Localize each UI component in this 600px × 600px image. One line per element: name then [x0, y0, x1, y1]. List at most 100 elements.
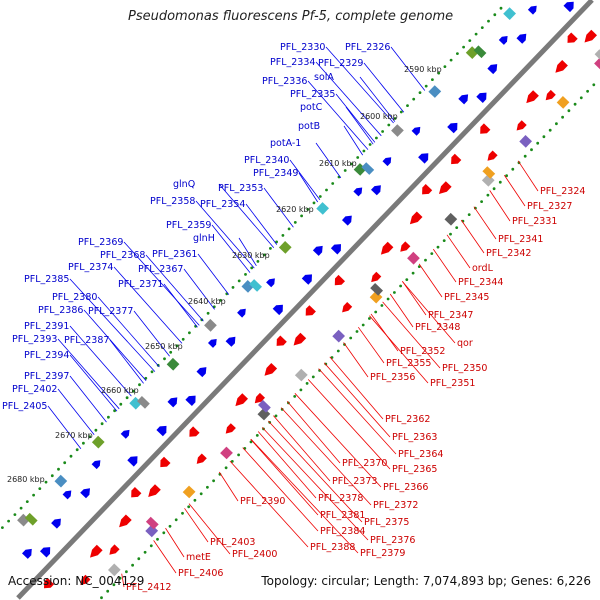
- forward-gene-arrow: [127, 456, 138, 467]
- tick-dot: [356, 156, 360, 159]
- tick-dot: [138, 383, 141, 387]
- forward-gene-arrow: [208, 339, 217, 348]
- forward-gene-arrow: [185, 395, 196, 406]
- tick-label: 2650 kbp: [145, 342, 183, 351]
- gene-label: metE: [186, 552, 211, 563]
- reverse-gene-arrow: [196, 453, 207, 464]
- label-leader: [218, 183, 275, 248]
- gene-label: PFL_2351: [430, 378, 475, 389]
- tick-dot: [449, 58, 453, 62]
- tick-dot: [38, 487, 42, 490]
- tick-dot: [299, 388, 303, 392]
- tick-dot: [387, 123, 391, 127]
- tick-dot: [244, 273, 247, 276]
- label-leader: [229, 460, 309, 548]
- gene-label: PFL_2372: [373, 500, 418, 511]
- feature-block: [249, 279, 262, 292]
- tick-label: 2610 kbp: [319, 159, 357, 168]
- tick-dot: [287, 227, 291, 231]
- reverse-gene-arrow: [516, 120, 527, 131]
- gene-label: PFL_2356: [370, 372, 415, 383]
- forward-gene-arrow: [237, 308, 246, 318]
- tick-dot: [181, 337, 185, 341]
- forward-gene-arrow: [266, 278, 275, 288]
- label-leader: [257, 431, 317, 499]
- gene-label: PFL_2397: [24, 371, 69, 382]
- tick-dot: [112, 583, 116, 587]
- feature-block: [594, 49, 600, 60]
- feature-block: [361, 162, 375, 175]
- reverse-gene-arrow: [439, 181, 452, 194]
- tick-dot: [237, 453, 241, 457]
- gene-label: PFL_2371: [118, 279, 163, 290]
- gene-label: ordL: [472, 263, 494, 274]
- forward-gene-arrow: [447, 122, 458, 134]
- gene-label: glnQ: [173, 179, 195, 190]
- tick-dot: [443, 65, 447, 68]
- label-leaders: [47, 46, 539, 588]
- feature-block: [17, 513, 30, 527]
- tick-dot: [474, 32, 478, 36]
- reverse-gene-arrow: [160, 456, 171, 468]
- label-leader: [183, 268, 215, 310]
- forward-gene-arrow: [563, 1, 574, 13]
- label-leader: [307, 379, 391, 470]
- gene-label: PFL_2331: [512, 216, 557, 227]
- gene-label: PFL_2361: [152, 249, 197, 260]
- feature-block: [407, 251, 420, 265]
- tick-dot: [361, 323, 365, 327]
- gene-label: PFL_2336: [262, 76, 307, 87]
- forward-gene-arrow: [411, 126, 421, 136]
- gene-label: PFL_2377: [88, 306, 133, 317]
- gene-label: PFL_2354: [200, 199, 245, 210]
- forward-gene-arrow: [487, 64, 498, 75]
- tick-dot: [82, 441, 85, 445]
- feature-block: [503, 7, 516, 20]
- tick-dot: [125, 396, 129, 400]
- gene-label: PFL_2393: [12, 334, 57, 345]
- tick-dot: [174, 518, 178, 522]
- tick-dot: [249, 440, 253, 444]
- tick-dot: [468, 39, 472, 42]
- tick-label: 2590 kbp: [404, 65, 442, 74]
- label-leader: [83, 309, 147, 381]
- label-leader: [280, 407, 372, 506]
- feature-block: [481, 173, 495, 187]
- reverse-gene-arrow: [526, 90, 539, 104]
- label-leader: [188, 503, 231, 555]
- gene-label: PFL_2386: [38, 305, 83, 316]
- forward-gene-arrow: [330, 244, 341, 255]
- tick-label: 2670 kbp: [55, 431, 93, 440]
- feature-block: [220, 446, 233, 460]
- forward-gene-arrow: [371, 185, 381, 196]
- tick-dot: [13, 513, 17, 516]
- forward-gene-arrow: [80, 488, 90, 499]
- position-ticks: 2590 kbp 2600 kbp 2610 kbp 2620 kbp 2630…: [7, 65, 442, 484]
- forward-gene-arrow: [22, 548, 32, 559]
- tick-dot: [375, 136, 378, 140]
- gene-label: PFL_2363: [392, 432, 437, 443]
- tick-dot: [431, 78, 434, 81]
- tick-dot: [231, 286, 235, 289]
- label-leader: [245, 203, 278, 245]
- forward-gene-arrow: [498, 36, 508, 45]
- label-leader: [250, 439, 319, 516]
- tick-dot: [1, 526, 4, 529]
- gene-label: PFL_2402: [12, 384, 57, 395]
- tick-dot: [480, 200, 483, 204]
- label-leader: [184, 508, 209, 543]
- tick-dot: [331, 182, 335, 185]
- gene-label: PFL_2345: [444, 292, 489, 303]
- tick-dot: [467, 213, 471, 217]
- reverse-gene-arrow: [109, 544, 120, 555]
- tick-dot: [411, 271, 415, 275]
- tick-dot: [393, 291, 396, 294]
- forward-gene-arrow: [301, 274, 312, 285]
- tick-dot: [69, 454, 73, 458]
- tick-dot: [424, 84, 428, 88]
- tick-dot: [119, 402, 123, 406]
- tick-dot: [199, 492, 203, 496]
- tick-dot: [237, 279, 241, 283]
- tick-dot: [455, 226, 459, 230]
